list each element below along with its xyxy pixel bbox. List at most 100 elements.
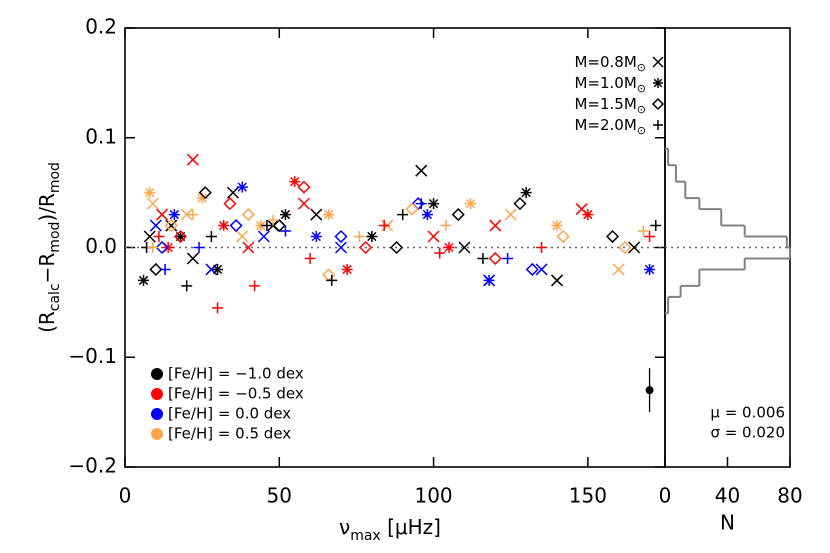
y-label-part: mod [47, 222, 63, 253]
data-point [223, 197, 237, 211]
data-point [341, 263, 353, 275]
data-point [637, 225, 649, 237]
data-point [181, 280, 193, 292]
data-point [153, 231, 165, 243]
legend-sub: ⊙ [637, 82, 646, 95]
data-point [489, 219, 502, 232]
data-point [612, 263, 625, 276]
data-point [143, 230, 156, 243]
data-point [605, 229, 620, 244]
y-tick-label: 0.1 [85, 124, 117, 148]
data-point [146, 197, 159, 210]
data-point [241, 208, 255, 222]
data-point [310, 208, 323, 221]
legend-marker [652, 56, 664, 68]
data-point [618, 240, 632, 255]
y-tick-label: 0.0 [85, 234, 117, 258]
legend-sub: ⊙ [637, 103, 646, 116]
data-point [556, 229, 570, 244]
data-point [236, 181, 248, 193]
x-tick-label: 0 [119, 484, 132, 508]
data-point [440, 220, 452, 232]
data-point [550, 274, 564, 287]
y-label-part: mod [47, 162, 63, 193]
data-point [628, 241, 641, 254]
data-point [366, 231, 378, 243]
data-point [289, 176, 301, 188]
data-point [428, 198, 440, 210]
data-point [205, 263, 218, 276]
legend-marker [653, 120, 663, 130]
data-point [483, 274, 495, 286]
x-tick-label: 80 [777, 484, 802, 508]
stat-annotation: σ = 0.020 [710, 424, 785, 442]
data-point [272, 218, 286, 233]
x-label-part: ν [339, 515, 350, 539]
data-point [465, 198, 477, 210]
data-point [138, 274, 150, 286]
data-point [226, 186, 240, 199]
legend-label: M=2.0M⊙ [574, 116, 646, 138]
data-point [187, 209, 199, 221]
data-point [155, 208, 169, 221]
data-point [389, 240, 404, 255]
legend-label: M=1.0M⊙ [574, 74, 646, 96]
data-point [165, 219, 178, 232]
data-point [193, 242, 205, 253]
legend-swatch [151, 428, 163, 440]
data-point [310, 231, 322, 243]
data-point [326, 274, 338, 286]
data-point [229, 218, 243, 233]
data-point [173, 229, 188, 244]
data-point [218, 220, 230, 232]
x-label-part: max [350, 528, 381, 544]
data-point [354, 231, 366, 243]
data-point [415, 164, 428, 177]
data-point [421, 209, 433, 221]
data-point [504, 208, 517, 221]
data-point [520, 187, 532, 199]
error-point [645, 386, 654, 395]
data-point [513, 197, 527, 211]
legend-swatch [151, 368, 163, 380]
legend-label: M=1.5M⊙ [574, 95, 646, 117]
x-label-part: [μHz] [381, 515, 441, 539]
x-axis-label: N [720, 511, 735, 535]
data-point [458, 241, 471, 254]
legend-label: M=0.8M⊙ [574, 53, 646, 75]
data-point [186, 252, 199, 265]
legend-marker [651, 97, 665, 111]
x-axis-label: νmax [μHz] [339, 515, 441, 545]
data-point [535, 263, 548, 276]
data-point [149, 219, 162, 232]
data-point [144, 187, 156, 199]
data-point [212, 263, 224, 275]
x-tick-label: 50 [267, 484, 292, 508]
data-point [582, 209, 594, 221]
data-point [255, 220, 267, 232]
legend-swatch [151, 388, 163, 400]
legend-text: M=1.5M [574, 95, 636, 113]
legend-label: [Fe/H] = −0.5 dex [168, 385, 304, 403]
y-tick-label: −0.1 [68, 344, 117, 368]
data-point [405, 202, 419, 216]
data-point [525, 262, 539, 277]
data-point [322, 268, 336, 282]
y-tick-label: −0.2 [68, 454, 117, 478]
x-tick-label: 150 [569, 484, 607, 508]
data-point [644, 263, 656, 275]
data-point [267, 214, 279, 226]
data-point [536, 242, 548, 253]
data-point [155, 240, 169, 255]
data-point [212, 302, 224, 314]
data-point [334, 241, 348, 254]
data-point [323, 209, 335, 221]
data-point [159, 263, 171, 275]
data-point [415, 198, 427, 210]
data-point [359, 240, 373, 255]
x-tick-label: 0 [659, 484, 672, 508]
data-point [551, 220, 563, 232]
x-tick-label: 100 [414, 484, 452, 508]
data-point [236, 230, 249, 243]
data-point [397, 209, 409, 221]
